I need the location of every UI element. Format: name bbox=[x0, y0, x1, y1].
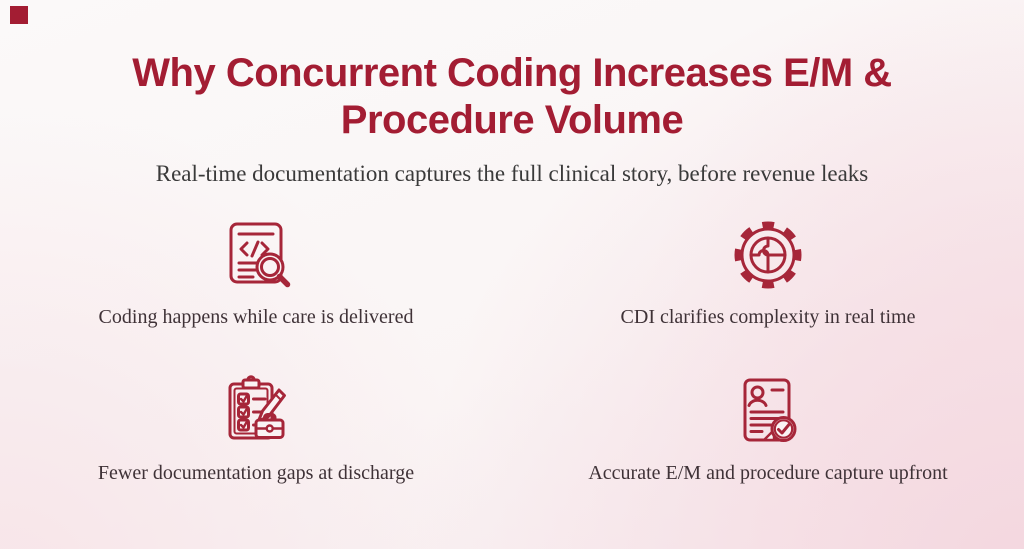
feature-caption: Accurate E/M and procedure capture upfro… bbox=[588, 462, 948, 485]
corner-accent-square bbox=[10, 6, 28, 24]
feature-grid: Coding happens while care is delivered C… bbox=[0, 215, 1024, 485]
clipboard-checklist-pencil-briefcase-icon bbox=[216, 371, 296, 451]
feature-item-gaps: Fewer documentation gaps at discharge bbox=[0, 371, 512, 485]
feature-caption: Fewer documentation gaps at discharge bbox=[97, 462, 415, 485]
document-person-check-icon bbox=[728, 371, 808, 451]
feature-caption: CDI clarifies complexity in real time bbox=[620, 306, 916, 329]
feature-item-cdi: CDI clarifies complexity in real time bbox=[512, 215, 1024, 329]
code-document-magnifier-icon bbox=[216, 215, 296, 295]
infographic: Why Concurrent Coding Increases E/M & Pr… bbox=[0, 51, 1024, 485]
feature-item-accurate: Accurate E/M and procedure capture upfro… bbox=[512, 371, 1024, 485]
page-subtitle: Real-time documentation captures the ful… bbox=[155, 161, 869, 187]
feature-caption: Coding happens while care is delivered bbox=[98, 306, 414, 329]
page-title: Why Concurrent Coding Increases E/M & Pr… bbox=[132, 51, 892, 143]
gear-puzzle-icon bbox=[728, 215, 808, 295]
feature-item-coding: Coding happens while care is delivered bbox=[0, 215, 512, 329]
